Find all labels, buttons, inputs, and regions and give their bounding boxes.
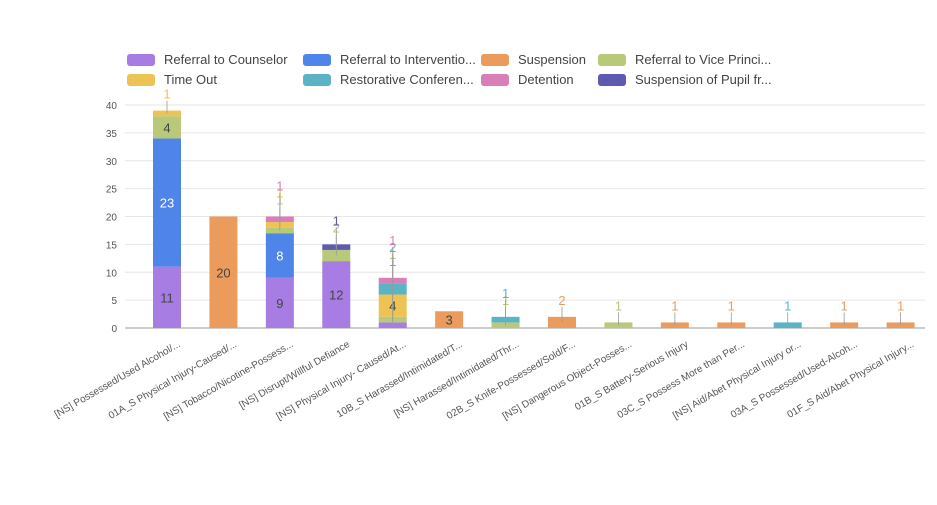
bar-segment[interactable] (153, 266, 181, 328)
data-label: 1 (841, 298, 848, 313)
y-tick-label: 35 (106, 129, 118, 140)
data-label: 1 (163, 87, 170, 102)
data-label: 23 (160, 196, 174, 211)
y-tick-label: 5 (111, 296, 117, 307)
y-tick-label: 25 (106, 185, 118, 196)
data-label: 1 (502, 286, 509, 301)
data-label: 2 (558, 293, 565, 308)
data-label: 4 (163, 120, 170, 135)
legend-swatch (127, 73, 155, 86)
bar-segment[interactable] (209, 216, 238, 329)
bar-segment[interactable] (265, 277, 294, 328)
data-label: 1 (671, 298, 678, 313)
legend-item[interactable]: Suspension (481, 52, 598, 67)
legend-swatch (598, 73, 626, 86)
data-label: 1 (784, 298, 791, 313)
data-label: 1 (276, 179, 283, 194)
y-tick-label: 20 (106, 213, 118, 224)
bar-segment[interactable] (435, 311, 464, 328)
bar-segment[interactable] (153, 116, 181, 139)
legend-swatch (481, 73, 509, 86)
data-label: 1 (897, 298, 904, 313)
bar-segment[interactable] (265, 233, 294, 278)
legend-label: Time Out (164, 72, 217, 87)
data-label: 1 (389, 233, 396, 248)
data-label: 1 (728, 298, 735, 313)
legend-swatch (303, 53, 331, 66)
legend-item[interactable]: Referral to Interventio... (303, 52, 481, 67)
legend-swatch (598, 53, 626, 66)
legend-label: Suspension of Pupil fr... (635, 72, 772, 87)
legend-label: Suspension (518, 52, 586, 67)
legend-item[interactable]: Detention (481, 72, 598, 87)
data-label: 20 (216, 265, 230, 280)
data-label: 1 (615, 298, 622, 313)
legend-swatch (481, 53, 509, 66)
data-label: 8 (276, 249, 283, 264)
y-tick-label: 10 (106, 268, 118, 279)
bar-segment[interactable] (322, 261, 351, 328)
legend-item[interactable]: Referral to Counselor (127, 52, 303, 67)
y-tick-label: 0 (111, 324, 117, 335)
legend-label: Referral to Counselor (164, 52, 288, 67)
legend-swatch (303, 73, 331, 86)
legend-label: Referral to Vice Princi... (635, 52, 772, 67)
legend-item[interactable]: Restorative Conferen... (303, 72, 481, 87)
legend-label: Detention (518, 72, 574, 87)
data-label: 1 (333, 213, 340, 228)
data-label: 12 (329, 288, 343, 303)
legend-label: Restorative Conferen... (340, 72, 474, 87)
data-label: 3 (446, 313, 453, 328)
y-tick-label: 30 (106, 157, 118, 168)
y-tick-label: 15 (106, 240, 118, 251)
legend-label: Referral to Interventio... (340, 52, 476, 67)
y-tick-label: 40 (106, 101, 118, 112)
legend-item[interactable]: Suspension of Pupil fr... (598, 72, 788, 87)
legend-item[interactable]: Referral to Vice Princi... (598, 52, 788, 67)
bar-segment[interactable] (153, 138, 181, 267)
legend-item[interactable]: Time Out (127, 72, 303, 87)
data-label: 9 (276, 296, 283, 311)
data-label: 11 (160, 290, 174, 305)
chart-legend: Referral to Counselor Referral to Interve… (127, 52, 817, 87)
legend-swatch (127, 53, 155, 66)
